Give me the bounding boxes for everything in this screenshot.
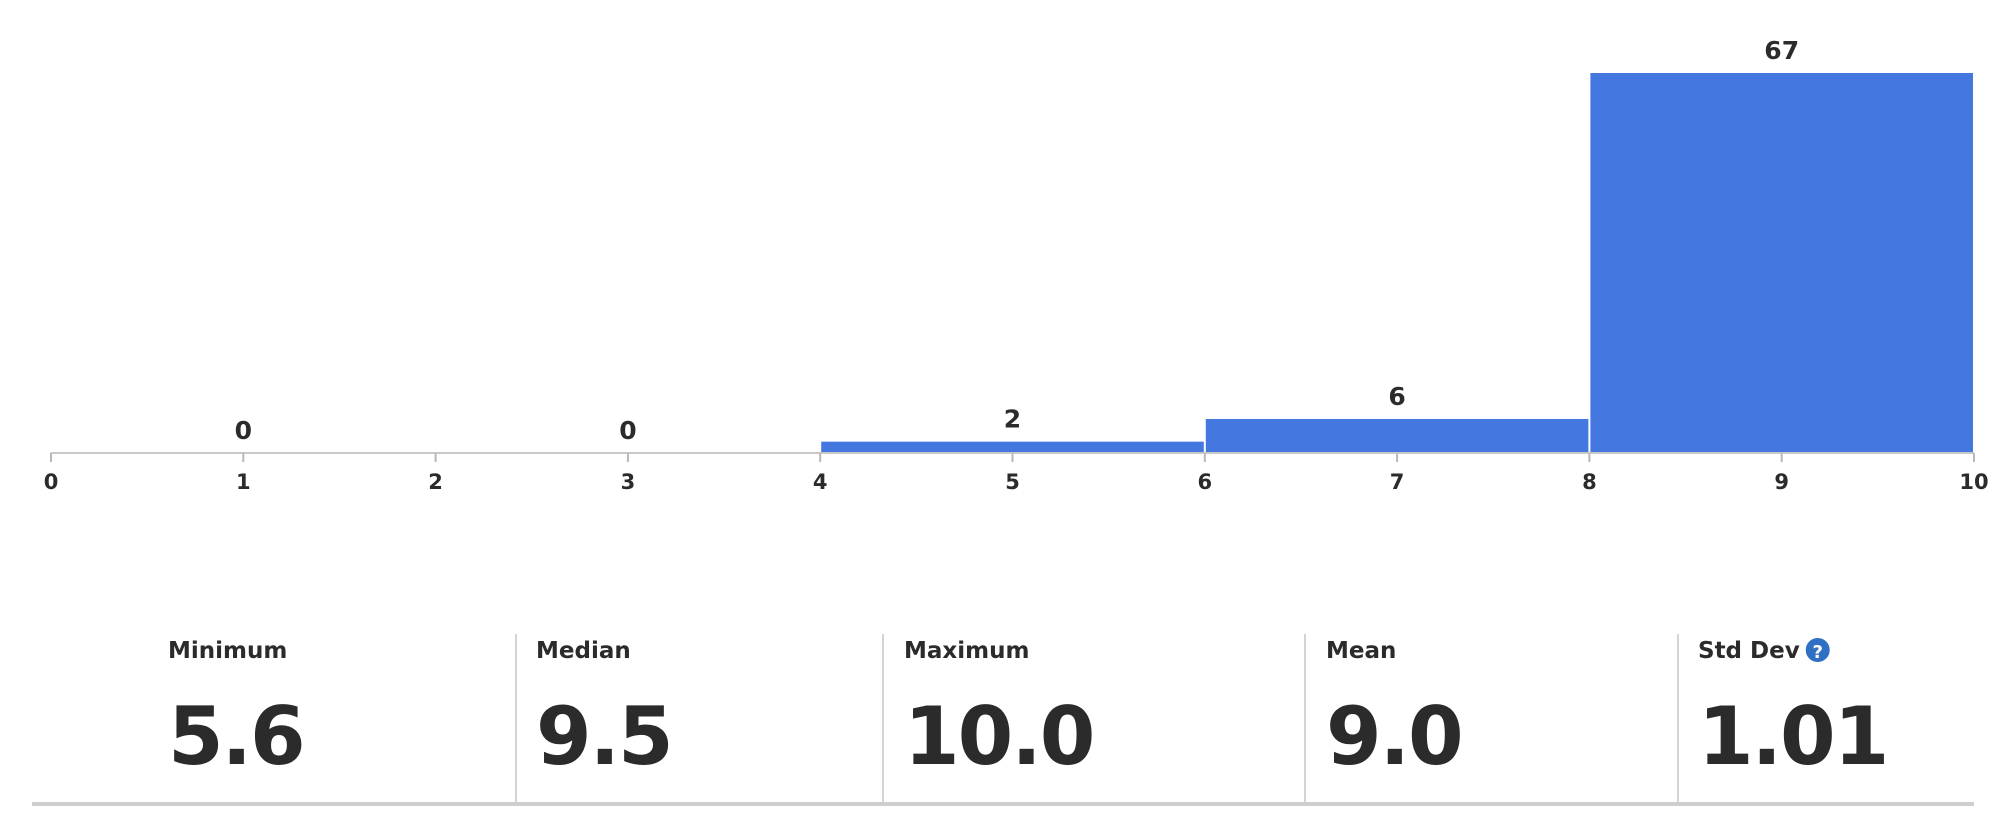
value-label: 2 [1004,405,1021,434]
stat-label: Std Dev [1698,638,1800,664]
x-tick-label: 2 [428,470,443,494]
stat-value: 1.01 [1698,690,1887,783]
help-icon-glyph: ? [1812,642,1822,663]
stat-value: 9.0 [1326,690,1462,783]
stat-label: Median [536,638,631,664]
bar [821,441,1204,453]
stat-label: Mean [1326,638,1396,664]
x-tick-label: 4 [813,470,828,494]
stat-value: 10.0 [904,690,1093,783]
stat-label: Minimum [168,638,287,664]
x-tick-label: 0 [44,470,59,494]
x-tick-label: 8 [1582,470,1597,494]
stat-label: Maximum [904,638,1029,664]
stat-value: 9.5 [536,690,672,783]
x-tick-label: 5 [1005,470,1020,494]
help-icon-circle [1805,638,1830,662]
x-tick-label: 6 [1197,470,1212,494]
bar [1590,73,1973,453]
value-label: 67 [1764,36,1799,65]
value-label: 6 [1388,382,1405,411]
bar [1205,418,1589,453]
help-icon[interactable]: ? [1805,638,1830,663]
x-tick-label: 1 [236,470,251,494]
x-tick-label: 9 [1774,470,1789,494]
x-tick-label: 3 [621,470,636,494]
x-tick-label: 7 [1390,470,1405,494]
stat-value: 5.6 [168,690,304,783]
x-tick-label: 10 [1959,470,1988,494]
value-label: 0 [619,416,636,445]
value-label: 0 [235,416,252,445]
